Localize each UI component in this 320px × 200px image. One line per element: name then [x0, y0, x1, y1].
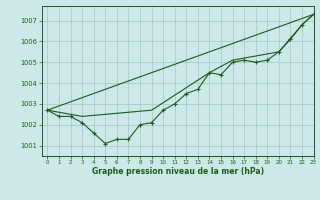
X-axis label: Graphe pression niveau de la mer (hPa): Graphe pression niveau de la mer (hPa) — [92, 167, 264, 176]
